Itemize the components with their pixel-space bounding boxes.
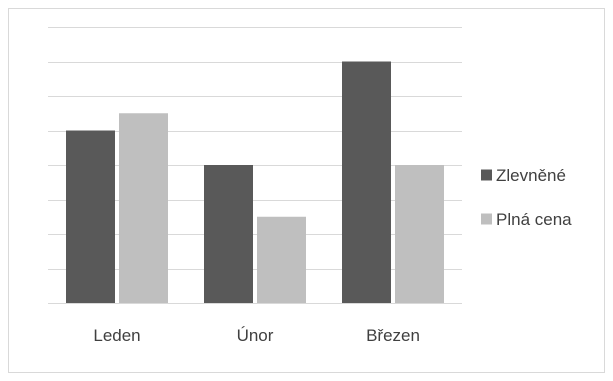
bar-zlevněné-březen [342, 61, 391, 303]
legend-label: Zlevněné [496, 166, 566, 185]
gridlines [48, 27, 462, 304]
x-tick-label: Březen [366, 326, 420, 345]
bar-plná-cena-březen [395, 165, 444, 303]
bar-zlevněné-únor [204, 165, 253, 303]
legend-label: Plná cena [496, 210, 572, 229]
legend-swatch [481, 169, 492, 181]
legend-swatch [481, 213, 492, 225]
bar-zlevněné-leden [66, 130, 115, 303]
x-tick-label: Únor [237, 326, 274, 345]
bars [66, 61, 444, 303]
x-tick-label: Leden [93, 326, 140, 345]
bar-plná-cena-únor [257, 216, 306, 303]
bar-plná-cena-leden [119, 113, 168, 303]
x-axis-labels: Leden Únor Březen [93, 326, 420, 345]
legend: Zlevněné Plná cena [481, 166, 572, 229]
